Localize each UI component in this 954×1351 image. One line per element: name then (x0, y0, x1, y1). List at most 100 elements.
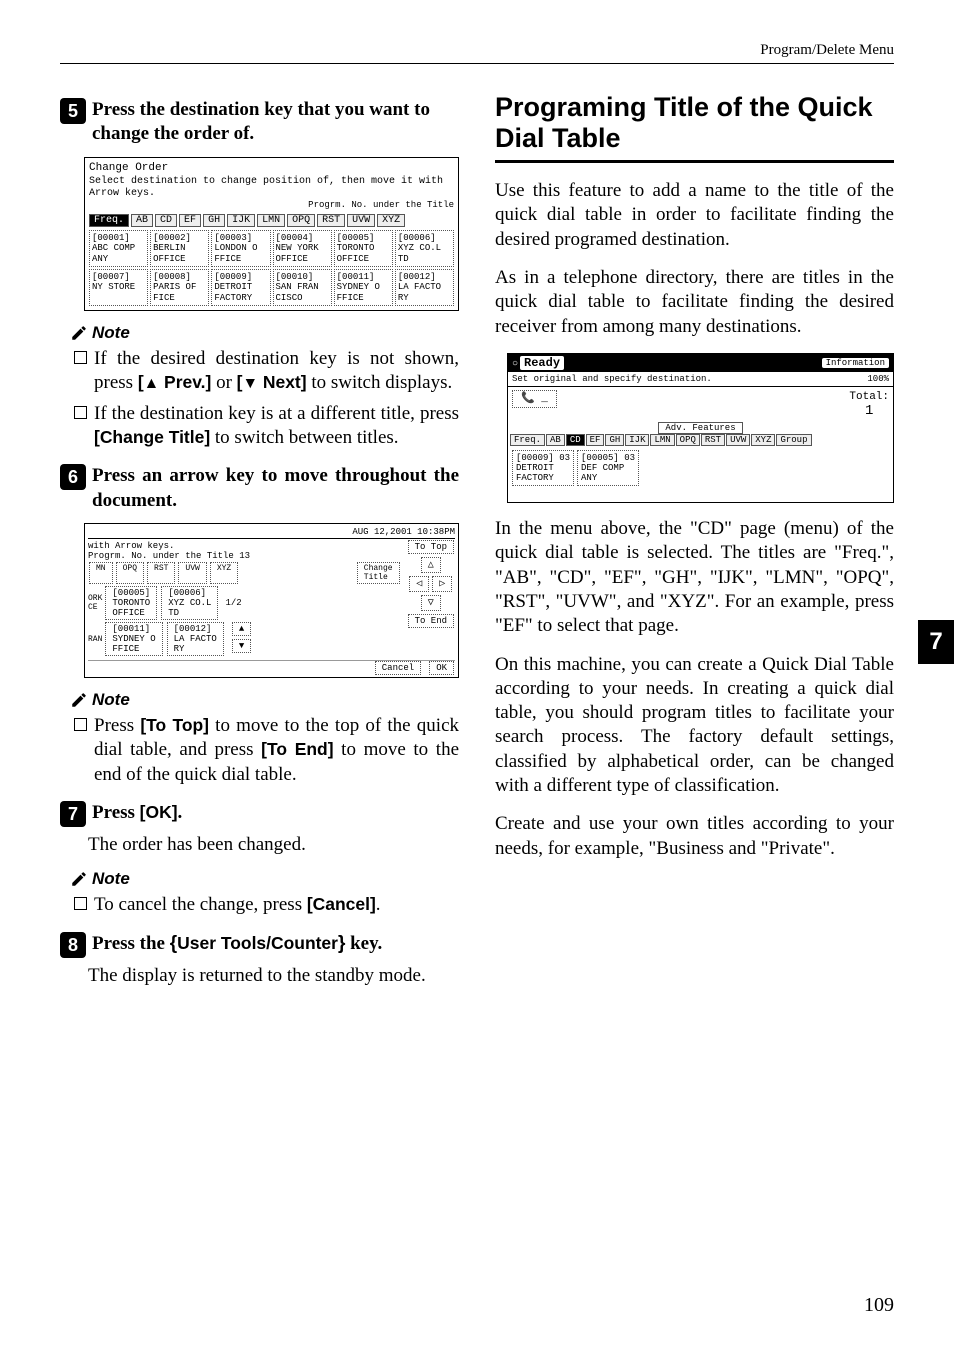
note-mid: or (216, 372, 237, 393)
ok-button[interactable]: OK (429, 661, 454, 675)
page-down-button[interactable]: ▼ (232, 639, 251, 653)
note-1-list: If the desired destination key is not sh… (74, 347, 459, 450)
shot2-cell[interactable]: [00012] LA FACTO RY (167, 622, 224, 656)
shot2-tab[interactable]: UVW (178, 562, 206, 584)
note-2-list: Press [To Top] to move to the top of the… (74, 714, 459, 787)
shot1-tab[interactable]: UVW (347, 214, 375, 228)
memory-pct: 100% (867, 374, 889, 384)
shot2-tab[interactable]: RST (147, 562, 175, 584)
shot1-cell[interactable]: [00001] ABC COMP ANY (89, 230, 148, 267)
shot2-cell[interactable]: [00006] XYZ CO.L TD (161, 586, 218, 620)
bullet-icon (74, 351, 87, 364)
to-top-key: [To Top] (140, 715, 209, 735)
note-3-label: Note (92, 869, 130, 889)
shot1-tab[interactable]: RST (317, 214, 345, 228)
shot3-tab[interactable]: AB (546, 434, 565, 446)
note-1-item-2-pre: If the destination key is at a different… (94, 403, 459, 424)
shot1-tab[interactable]: EF (179, 214, 201, 228)
shot1-tab[interactable]: Freq. (89, 214, 129, 228)
page-up-button[interactable]: ▲ (232, 622, 251, 636)
cancel-key: [Cancel] (307, 894, 376, 914)
shot1-tab[interactable]: IJK (227, 214, 255, 228)
note-3-list: To cancel the change, press [Cancel]. (74, 893, 459, 917)
bullet-icon (74, 406, 87, 419)
nav-up-button[interactable]: △ (421, 557, 441, 573)
shot3-tab[interactable]: LMN (650, 434, 674, 446)
to-end-key: [To End] (261, 739, 333, 759)
chapter-tab: 7 (918, 620, 954, 664)
shot2-tabs: MNOPQRSTUVWXYZ (88, 561, 239, 585)
to-end-button[interactable]: To End (408, 614, 454, 628)
note-1-head: Note (70, 323, 459, 343)
shot3-tab[interactable]: RST (701, 434, 725, 446)
shot2-tab[interactable]: OPQ (116, 562, 144, 584)
shot2-header-right: AUG 12,2001 10:38PM (88, 527, 455, 539)
shot3-tab[interactable]: OPQ (676, 434, 700, 446)
page-number: 109 (864, 1294, 894, 1317)
shot3-cell[interactable]: [00005] 03 DEF COMP ANY (577, 450, 639, 486)
shot1-cell[interactable]: [00006] XYZ CO.L TD (395, 230, 454, 267)
shot1-cell[interactable]: [00012] LA FACTO RY (395, 269, 454, 306)
pencil-icon (70, 870, 88, 888)
shot3-tab[interactable]: IJK (625, 434, 649, 446)
shot2-line1: with Arrow keys. (88, 541, 401, 551)
shot1-cell[interactable]: [00009] DETROIT FACTORY (211, 269, 270, 306)
nav-left-button[interactable]: ◁ (409, 576, 429, 592)
note-post: to switch displays. (311, 372, 452, 393)
note-1-label: Note (92, 323, 130, 343)
shot1-cell[interactable]: [00008] PARIS OF FICE (150, 269, 209, 306)
shot1-cell[interactable]: [00002] BERLIN OFFICE (150, 230, 209, 267)
note-3-item: To cancel the change, press [Cancel]. (74, 893, 459, 917)
shot1-tab[interactable]: AB (131, 214, 153, 228)
total-value: 1 (865, 403, 873, 419)
step-6: 6 Press an arrow key to move throughout … (60, 464, 459, 513)
shot3-tab[interactable]: EF (586, 434, 605, 446)
para-5: Create and use your own titles according… (495, 812, 894, 861)
adv-features-button[interactable]: Adv. Features (658, 422, 742, 434)
shot1-tab[interactable]: CD (155, 214, 177, 228)
shot1-cell[interactable]: [00005] TORONTO OFFICE (334, 230, 393, 267)
shot3-tab[interactable]: UVW (726, 434, 750, 446)
note-1-item-1: If the desired destination key is not sh… (74, 347, 459, 396)
para-1: Use this feature to add a name to the ti… (495, 179, 894, 252)
up-arrow-icon: ▲ (144, 375, 160, 392)
shot1-tab[interactable]: LMN (257, 214, 285, 228)
cancel-button[interactable]: Cancel (375, 661, 421, 675)
step-6-text: Press an arrow key to move throughout th… (92, 464, 459, 513)
shot1-cell[interactable]: [00003] LONDON O FFICE (211, 230, 270, 267)
running-head: Program/Delete Menu (60, 42, 894, 59)
screenshot-change-order: Change Order Select destination to chang… (84, 157, 459, 312)
shot3-tab[interactable]: Freq. (510, 434, 545, 446)
shot1-cell[interactable]: [00011] SYDNEY O FFICE (334, 269, 393, 306)
shot1-tab[interactable]: OPQ (287, 214, 315, 228)
shot2-tab[interactable]: XYZ (210, 562, 238, 584)
shot1-grid: [00001] ABC COMP ANY[00002] BERLIN OFFIC… (89, 230, 454, 306)
shot3-tab[interactable]: Group (776, 434, 811, 446)
shot1-cell[interactable]: [00004] NEW YORK OFFICE (273, 230, 332, 267)
step-8-pre: Press the (92, 933, 170, 954)
shot3-tab[interactable]: XYZ (751, 434, 775, 446)
para-3: In the menu above, the "CD" page (menu) … (495, 517, 894, 639)
change-title-key: [Change Title] (94, 427, 210, 447)
step-5-text: Press the destination key that you want … (92, 98, 459, 147)
step-8: 8 Press the {User Tools/Counter} key. (60, 932, 459, 958)
shot2-tab[interactable]: MN (89, 562, 113, 584)
shot2-cell[interactable]: [00005] TORONTO OFFICE (105, 586, 157, 620)
shot1-tabs: Freq.ABCDEFGHIJKLMNOPQRSTUVWXYZ (89, 214, 454, 228)
shot3-tab[interactable]: GH (605, 434, 624, 446)
shot1-cell[interactable]: [00010] SAN FRAN CISCO (273, 269, 332, 306)
total-label: Total: (849, 391, 889, 403)
nav-right-button[interactable]: ▷ (432, 576, 452, 592)
shot1-cell[interactable]: [00007] NY STORE (89, 269, 148, 306)
shot2-cell[interactable]: [00011] SYDNEY O FFICE (105, 622, 162, 656)
to-top-button[interactable]: To Top (408, 540, 454, 554)
note-3-pre: To cancel the change, press (94, 894, 307, 915)
ok-key: [OK] (140, 802, 178, 822)
shot3-cell[interactable]: [00009] 03 DETROIT FACTORY (512, 450, 574, 486)
shot3-tab[interactable]: CD (566, 434, 585, 446)
change-title-button[interactable]: Change Title (357, 562, 400, 584)
nav-down-button[interactable]: ▽ (421, 595, 441, 611)
shot1-tab[interactable]: GH (203, 214, 225, 228)
shot1-tab[interactable]: XYZ (377, 214, 405, 228)
information-button[interactable]: Information (822, 358, 889, 368)
